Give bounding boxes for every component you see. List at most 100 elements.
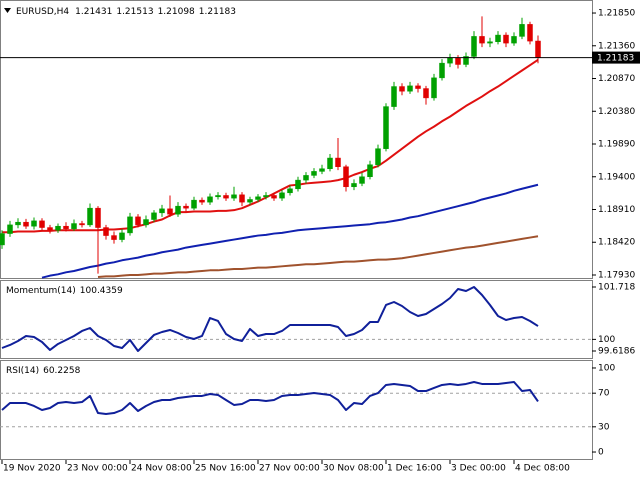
candle-body [327, 157, 333, 169]
candle-body [87, 207, 93, 226]
candle-body [143, 219, 149, 226]
candle-body [31, 220, 37, 227]
open-value: 1.21431 [75, 7, 112, 17]
indicator-value: 100.4359 [80, 286, 123, 296]
momentum-title: Momentum(14) 100.4359 [6, 286, 123, 296]
price-tag [592, 51, 640, 64]
moving-average [2, 58, 539, 234]
indicator-value: 60.2258 [43, 366, 80, 376]
candle-body [303, 175, 309, 181]
moving-average [97, 235, 539, 278]
x-tick-label: 27 Nov 00:00 [259, 464, 320, 474]
candle-body [79, 223, 85, 226]
candle-body [319, 168, 325, 172]
y-tick-label: 1.18420 [598, 238, 635, 248]
x-tick-label: 25 Nov 16:00 [195, 464, 256, 474]
candle-body [415, 85, 421, 89]
y-tick-label: 0 [598, 448, 604, 458]
candle-body [455, 57, 461, 65]
x-tick-label: 4 Dec 08:00 [515, 464, 570, 474]
candle-body [95, 207, 101, 228]
candle-body [199, 199, 205, 203]
candle-body [279, 192, 285, 199]
candle-body [215, 195, 221, 198]
x-tick-label: 19 Nov 2020 [3, 464, 61, 474]
candle-body [367, 164, 373, 178]
indicator-line [1, 286, 539, 352]
candle-body [63, 225, 69, 230]
candle-body [535, 40, 541, 58]
chart-header: EURUSD,H4 1.21431 1.21513 1.21098 1.21183 [16, 7, 236, 17]
candle-body [15, 221, 21, 226]
candle-body [287, 188, 293, 194]
candle-body [135, 216, 141, 226]
close-value: 1.21183 [199, 7, 236, 17]
low-value: 1.21098 [158, 7, 195, 17]
symbol: EURUSD,H4 [16, 7, 69, 17]
indicator-name: Momentum(14) [6, 286, 76, 296]
candle-body [359, 176, 365, 184]
candle-body [471, 36, 477, 57]
y-tick-label: 1.20870 [598, 74, 635, 84]
candle-body [191, 199, 197, 209]
candle-body [479, 36, 485, 44]
moving-average [41, 183, 539, 279]
y-tick-label: 99.6186 [598, 347, 635, 357]
high-value: 1.21513 [116, 7, 153, 17]
candle-body [263, 195, 269, 198]
candle-body [511, 36, 517, 44]
y-tick-label: 1.17930 [598, 270, 635, 280]
y-tick-label: 100 [598, 363, 615, 373]
candle-body [47, 227, 53, 231]
candle-body [127, 216, 133, 234]
price-tag-label: 1.21183 [597, 54, 634, 64]
x-tick-label: 30 Nov 08:00 [323, 464, 384, 474]
candle-body [231, 194, 237, 199]
rsi-panel [0, 360, 593, 460]
indicator-line [1, 381, 539, 416]
candle-body [23, 221, 29, 227]
y-tick-label: 70 [598, 389, 610, 399]
y-tick-label: 1.21850 [598, 9, 635, 19]
candle-body [271, 195, 277, 199]
candle-body [407, 85, 413, 92]
y-tick-label: 1.21360 [598, 41, 635, 51]
candle-body [311, 171, 317, 176]
candle-body [55, 225, 61, 231]
candle-body [239, 194, 245, 203]
candle-body [343, 166, 349, 188]
candle-body [503, 34, 509, 44]
candle-body [207, 196, 213, 203]
y-tick-label: 1.19400 [598, 172, 635, 182]
candle-body [0, 233, 5, 246]
candle-body [247, 199, 253, 203]
candle-body [175, 205, 181, 215]
x-tick-label: 1 Dec 16:00 [387, 464, 442, 474]
x-tick-label: 3 Dec 00:00 [451, 464, 506, 474]
y-tick-label: 1.20380 [598, 107, 635, 117]
candle-body [223, 195, 229, 199]
candle-body [335, 157, 341, 167]
candle-body [527, 24, 533, 42]
candle-body [111, 235, 117, 240]
candle-body [151, 212, 157, 220]
candle-body [447, 57, 453, 64]
candle-body [495, 34, 501, 43]
candle-body [159, 208, 165, 214]
candle-body [423, 88, 429, 99]
candle-body [463, 56, 469, 65]
momentum-panel [0, 280, 593, 359]
x-tick-label: 24 Nov 08:00 [131, 464, 192, 474]
y-tick-label: 30 [598, 422, 610, 432]
candle-body [295, 179, 301, 190]
candle-body [119, 232, 125, 240]
candle-body [351, 183, 357, 188]
indicator-name: RSI(14) [6, 366, 39, 376]
main-panel [0, 0, 593, 279]
candle-body [7, 224, 13, 234]
candle-body [39, 220, 45, 228]
candle-body [255, 196, 261, 200]
candle-body [383, 106, 389, 149]
